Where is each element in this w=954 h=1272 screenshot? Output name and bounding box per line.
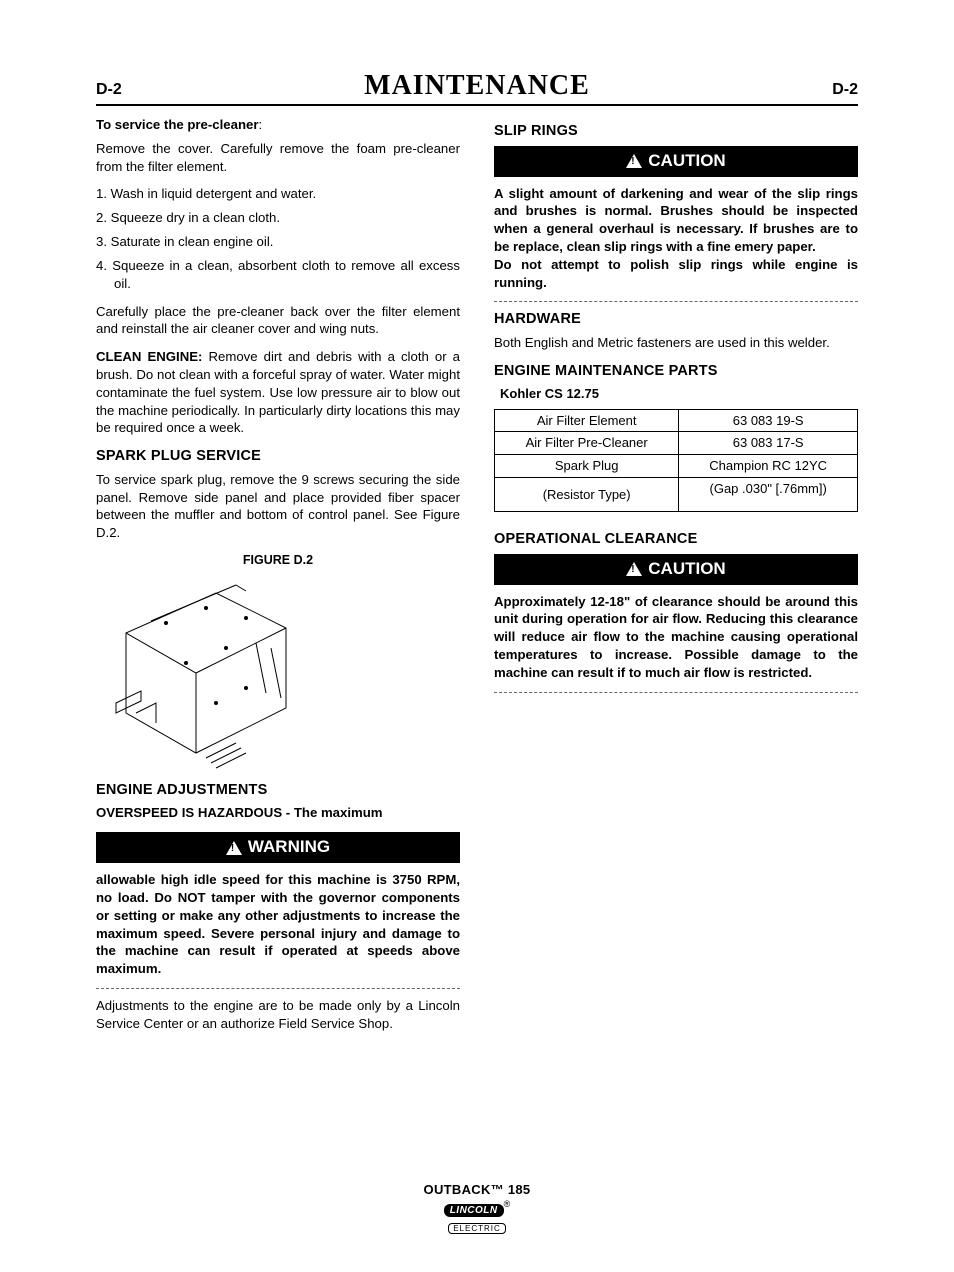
overspeed-lead: OVERSPEED IS HAZARDOUS - The maximum [96, 804, 460, 822]
clearance-heading: OPERATIONAL CLEARANCE [494, 530, 858, 550]
registered-icon: ® [504, 1199, 511, 1209]
parts-caption: Kohler CS 12.75 [500, 385, 858, 403]
step-3: 3. Saturate in clean engine oil. [96, 233, 460, 251]
caution-banner-1: CAUTION [494, 146, 858, 177]
table-row: Air Filter Element 63 083 19-S [495, 409, 858, 432]
warning-banner-text: WARNING [248, 836, 330, 859]
cell: Spark Plug [495, 454, 679, 477]
caution-icon-2 [626, 562, 642, 576]
figure-d2 [96, 573, 316, 773]
table-row: Spark Plug Champion RC 12YC [495, 454, 858, 477]
precleaner-intro: Remove the cover. Carefully remove the f… [96, 140, 460, 176]
step-1: 1. Wash in liquid detergent and water. [96, 185, 460, 203]
caution-banner-1-text: CAUTION [648, 150, 725, 173]
spark-plug-body: To service spark plug, remove the 9 scre… [96, 471, 460, 542]
clearance-body: Approximately 12-18" of clearance should… [494, 593, 858, 682]
caution-banner-2-text: CAUTION [648, 558, 725, 581]
cell: (Resistor Type) [495, 477, 679, 512]
table-row: Air Filter Pre-Cleaner 63 083 17-S [495, 432, 858, 455]
brand-logo: LINCOLN® ELECTRIC [444, 1199, 511, 1236]
page-header: D-2 MAINTENANCE D-2 [96, 70, 858, 106]
page-number-right: D-2 [832, 81, 858, 99]
clean-engine-label: CLEAN ENGINE: [96, 349, 202, 364]
brand-electric: ELECTRIC [448, 1223, 506, 1234]
page-title: MAINTENANCE [364, 70, 590, 102]
figure-d2-svg [96, 573, 316, 773]
page-footer: OUTBACK™ 185 LINCOLN® ELECTRIC [0, 1182, 954, 1236]
right-column: SLIP RINGS CAUTION A slight amount of da… [494, 116, 858, 1043]
slip-body-2: Do not attempt to polish slip rings whil… [494, 256, 858, 292]
slip-body-1: A slight amount of darkening and wear of… [494, 185, 858, 256]
precleaner-steps: 1. Wash in liquid detergent and water. 2… [96, 185, 460, 292]
hardware-heading: HARDWARE [494, 310, 858, 330]
cell: 63 083 19-S [679, 409, 858, 432]
parts-heading: ENGINE MAINTENANCE PARTS [494, 362, 858, 382]
warning-body: allowable high idle speed for this machi… [96, 871, 460, 978]
precleaner-heading: To service the pre-cleaner [96, 117, 258, 132]
content-columns: To service the pre-cleaner: Remove the c… [96, 116, 858, 1043]
left-column: To service the pre-cleaner: Remove the c… [96, 116, 460, 1043]
cell: Champion RC 12YC [679, 454, 858, 477]
cell: 63 083 17-S [679, 432, 858, 455]
step-4: 4. Squeeze in a clean, absorbent cloth t… [96, 257, 460, 293]
page-number-left: D-2 [96, 81, 122, 99]
divider-1 [96, 988, 460, 989]
step-2: 2. Squeeze dry in a clean cloth. [96, 209, 460, 227]
spark-plug-heading: SPARK PLUG SERVICE [96, 447, 460, 467]
divider-2 [494, 301, 858, 302]
adjustment-note: Adjustments to the engine are to be made… [96, 997, 460, 1033]
figure-label: FIGURE D.2 [96, 552, 460, 569]
caution-icon-1 [626, 154, 642, 168]
warning-icon [226, 841, 242, 855]
table-row: (Resistor Type) (Gap .030" [.76mm]) [495, 477, 858, 512]
product-name: OUTBACK™ 185 [0, 1182, 954, 1197]
clean-engine-para: CLEAN ENGINE: Remove dirt and debris wit… [96, 348, 460, 437]
precleaner-heading-line: To service the pre-cleaner: [96, 116, 460, 134]
brand-lincoln: LINCOLN [444, 1204, 504, 1217]
cell: Air Filter Element [495, 409, 679, 432]
cell: (Gap .030" [.76mm]) [679, 477, 858, 512]
parts-table: Air Filter Element 63 083 19-S Air Filte… [494, 409, 858, 512]
reinstall-note: Carefully place the pre-cleaner back ove… [96, 303, 460, 339]
warning-banner: WARNING [96, 832, 460, 863]
engine-adjustments-heading: ENGINE ADJUSTMENTS [96, 781, 460, 801]
divider-3 [494, 692, 858, 693]
caution-banner-2: CAUTION [494, 554, 858, 585]
slip-rings-heading: SLIP RINGS [494, 122, 858, 142]
cell: Air Filter Pre-Cleaner [495, 432, 679, 455]
hardware-body: Both English and Metric fasteners are us… [494, 334, 858, 352]
